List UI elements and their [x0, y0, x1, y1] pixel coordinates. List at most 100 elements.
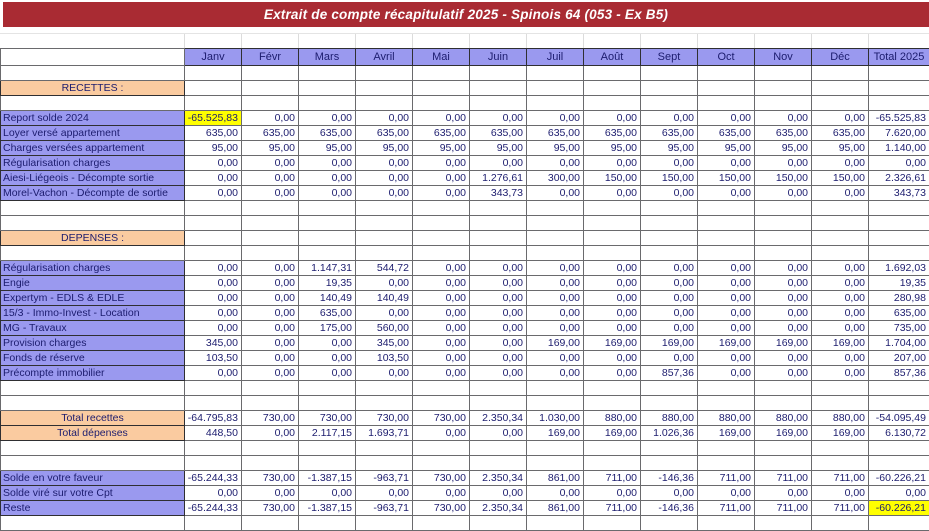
cell[interactable]: 0,00 — [470, 486, 527, 501]
cell[interactable]: 0,00 — [755, 276, 812, 291]
cell[interactable]: 2.350,34 — [470, 501, 527, 516]
cell[interactable]: 0,00 — [755, 306, 812, 321]
row-label[interactable]: Fonds de réserve — [1, 351, 185, 366]
cell[interactable]: 730,00 — [299, 411, 356, 426]
cell[interactable]: 0,00 — [641, 486, 698, 501]
cell[interactable]: 711,00 — [584, 471, 641, 486]
cell[interactable]: 0,00 — [527, 186, 584, 201]
cell[interactable]: 0,00 — [698, 111, 755, 126]
cell[interactable]: 0,00 — [641, 351, 698, 366]
cell[interactable]: 0,00 — [185, 276, 242, 291]
cell[interactable]: -54.095,49 — [869, 411, 929, 426]
cell[interactable]: 711,00 — [584, 501, 641, 516]
cell[interactable]: 95,00 — [641, 141, 698, 156]
cell[interactable]: 0,00 — [812, 351, 869, 366]
cell[interactable]: 0,00 — [470, 321, 527, 336]
row-label[interactable]: Charges versées appartement — [1, 141, 185, 156]
section-header[interactable]: RECETTES : — [1, 81, 185, 96]
cell[interactable]: 0,00 — [641, 276, 698, 291]
cell[interactable]: 730,00 — [413, 411, 470, 426]
cell[interactable]: 0,00 — [527, 321, 584, 336]
column-header[interactable]: Total 2025 — [869, 49, 929, 66]
cell[interactable]: 95,00 — [812, 141, 869, 156]
row-label[interactable]: Engie — [1, 276, 185, 291]
cell[interactable]: 169,00 — [527, 426, 584, 441]
cell[interactable]: 0,00 — [413, 321, 470, 336]
row-label[interactable]: Précompte immobilier — [1, 366, 185, 381]
cell[interactable]: 0,00 — [470, 426, 527, 441]
cell[interactable]: -64.795,83 — [185, 411, 242, 426]
cell[interactable]: 0,00 — [242, 291, 299, 306]
cell[interactable]: 0,00 — [413, 306, 470, 321]
cell[interactable]: 0,00 — [470, 336, 527, 351]
cell[interactable]: -65.244,33 — [185, 471, 242, 486]
cell[interactable]: 0,00 — [242, 186, 299, 201]
cell[interactable]: 1.276,61 — [470, 171, 527, 186]
column-header[interactable]: Avril — [356, 49, 413, 66]
cell[interactable]: 0,00 — [356, 276, 413, 291]
cell[interactable]: -146,36 — [641, 501, 698, 516]
cell[interactable]: 0,00 — [413, 426, 470, 441]
cell[interactable]: 1.693,71 — [356, 426, 413, 441]
cell[interactable]: 95,00 — [299, 141, 356, 156]
cell[interactable]: 0,00 — [299, 486, 356, 501]
cell[interactable]: 880,00 — [698, 411, 755, 426]
cell[interactable]: 95,00 — [356, 141, 413, 156]
cell[interactable]: 95,00 — [470, 141, 527, 156]
cell[interactable]: 0,00 — [755, 366, 812, 381]
cell[interactable]: 635,00 — [641, 126, 698, 141]
cell[interactable]: 0,00 — [242, 156, 299, 171]
cell[interactable]: 711,00 — [812, 471, 869, 486]
cell[interactable]: 0,00 — [242, 351, 299, 366]
row-label[interactable]: Morel-Vachon - Décompte de sortie — [1, 186, 185, 201]
row-label[interactable]: Provision charges — [1, 336, 185, 351]
cell[interactable]: 0,00 — [299, 366, 356, 381]
cell[interactable]: 0,00 — [242, 486, 299, 501]
row-label[interactable]: Report solde 2024 — [1, 111, 185, 126]
cell[interactable]: 730,00 — [242, 471, 299, 486]
section-header[interactable]: DEPENSES : — [1, 231, 185, 246]
row-label[interactable]: Solde viré sur votre Cpt — [1, 486, 185, 501]
column-header[interactable]: Juin — [470, 49, 527, 66]
cell[interactable]: 880,00 — [584, 411, 641, 426]
cell[interactable]: 544,72 — [356, 261, 413, 276]
cell[interactable]: 1.692,03 — [869, 261, 929, 276]
cell[interactable]: 0,00 — [641, 186, 698, 201]
cell[interactable]: 0,00 — [185, 261, 242, 276]
cell[interactable]: -65.244,33 — [185, 501, 242, 516]
cell[interactable]: 711,00 — [755, 471, 812, 486]
cell[interactable]: 0,00 — [755, 351, 812, 366]
cell[interactable]: 19,35 — [869, 276, 929, 291]
cell[interactable]: 0,00 — [356, 171, 413, 186]
cell[interactable]: 0,00 — [470, 111, 527, 126]
cell[interactable]: 95,00 — [527, 141, 584, 156]
cell[interactable]: 95,00 — [698, 141, 755, 156]
cell[interactable]: 730,00 — [413, 501, 470, 516]
cell[interactable]: 0,00 — [698, 156, 755, 171]
cell[interactable]: 0,00 — [755, 186, 812, 201]
cell[interactable]: 0,00 — [812, 486, 869, 501]
cell[interactable]: 280,98 — [869, 291, 929, 306]
cell[interactable]: 95,00 — [413, 141, 470, 156]
cell[interactable]: 0,00 — [527, 156, 584, 171]
row-label[interactable]: 15/3 - Immo-Invest - Location — [1, 306, 185, 321]
cell[interactable]: 0,00 — [755, 111, 812, 126]
cell[interactable]: 0,00 — [527, 351, 584, 366]
cell[interactable]: 0,00 — [413, 186, 470, 201]
column-header[interactable]: Juil — [527, 49, 584, 66]
cell[interactable]: 0,00 — [242, 306, 299, 321]
cell[interactable]: -60.226,21 — [869, 471, 929, 486]
cell[interactable]: 635,00 — [470, 126, 527, 141]
cell[interactable]: 0,00 — [698, 486, 755, 501]
cell[interactable]: 207,00 — [869, 351, 929, 366]
cell[interactable]: 0,00 — [527, 261, 584, 276]
row-label[interactable]: Aiesi-Liégeois - Décompte sortie — [1, 171, 185, 186]
row-label[interactable]: Total dépenses — [1, 426, 185, 441]
cell[interactable]: 0,00 — [812, 156, 869, 171]
cell[interactable]: 1.026,36 — [641, 426, 698, 441]
cell[interactable]: 0,00 — [584, 291, 641, 306]
cell[interactable]: 0,00 — [641, 291, 698, 306]
cell[interactable]: 857,36 — [869, 366, 929, 381]
cell[interactable]: 448,50 — [185, 426, 242, 441]
row-label[interactable]: Total recettes — [1, 411, 185, 426]
